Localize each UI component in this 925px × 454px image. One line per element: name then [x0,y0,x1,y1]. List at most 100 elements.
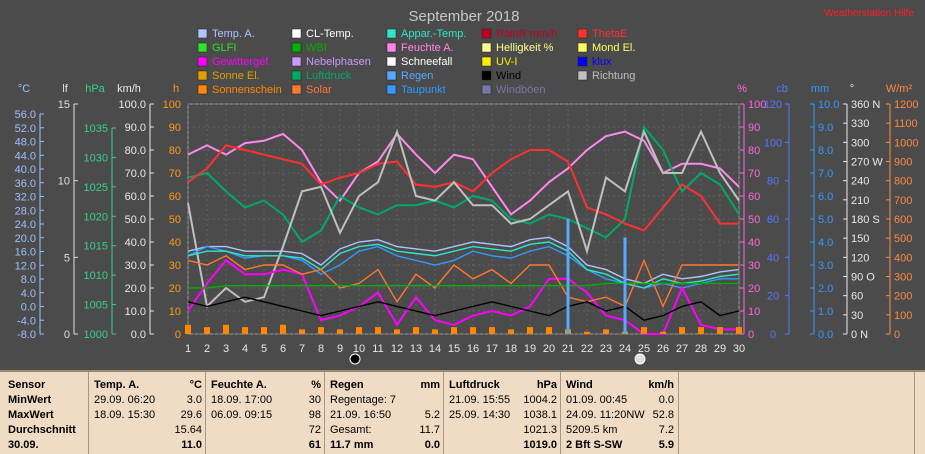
axis-tick-label-temp: -8.0 [17,329,36,341]
axis-tick-label-mm: 6.0 [818,191,833,203]
axis-tick-label-wm2: 200 [894,291,912,303]
header-label: Sensor [8,379,46,391]
axis-tick-label-pct: 10 [748,306,760,318]
axis-tick-label-mm: 4.0 [818,237,833,249]
axis-tick-label-deg: 90 O [851,272,875,284]
axis-tick-label-kmh: 0.0 [131,329,146,341]
axis-tick-label-deg: 30 [851,310,863,322]
table-cell: 5209.5 km 7.2 [566,423,674,438]
column-divider [88,372,89,454]
table-cell: 06.09. 09:15 98 [211,408,321,423]
legend-swatch [481,56,492,67]
axis-tick-label-wm2: 900 [894,157,912,169]
axis-tick-label-deg: 300 [851,137,869,149]
axis-tick-label-hpa: 1030 [84,152,108,164]
axis-tick-label-pct: 90 [748,122,760,134]
legend-label: RainR mm/h [496,28,557,40]
bar-sonnenschein [603,329,609,334]
x-tick-label: 30 [733,343,745,355]
axis-tick-label-cb: 120 [764,99,782,111]
legend: Temp. A. CL-Temp. Appar.-Temp. RainR mm/h Th… [197,28,635,96]
legend-swatch [197,56,208,67]
table-column: Feuchte A.% 18.09. 17:00 30 06.09. 09:15 98 7… [211,378,321,453]
axis-tick-label-wm2: 400 [894,252,912,264]
axis-tick-label-hpa: 1025 [84,182,108,194]
bar-sonnenschein [470,327,476,334]
axis-tick-label-temp: 12.0 [15,260,36,272]
table-cell: 30.09. [8,438,88,453]
axis-tick-label-lf: 10 [58,176,70,188]
axis-tick-label-temp: 32.0 [15,192,36,204]
series-line-6 [187,241,740,289]
legend-label: Regen [401,70,433,82]
legend-label: Appar.-Temp. [401,28,466,40]
legend-swatch [386,42,397,53]
table-cell: 1019.0 [449,438,557,453]
cell-value: 5.9 [658,439,674,451]
axis-tick-label-wm2: 700 [894,195,912,207]
notice-link[interactable]: Weatherstation Hilfe [824,8,914,19]
column-divider [914,372,915,454]
header-label: Regen [330,379,364,391]
axis-tick-label-temp: 40.0 [15,164,36,176]
column-divider [324,372,325,454]
cell-value: 7.2 [658,424,674,436]
bar-sonnenschein [299,329,305,334]
cell-value: 1021.3 [523,424,557,436]
axis-tick-label-h: 10 [169,306,181,318]
axis-tick-label-kmh: 40.0 [125,237,146,249]
axis-tick-label-pct: 30 [748,260,760,272]
table-cell: 11.0 [94,438,202,453]
column-divider [443,372,444,454]
x-axis: 1 2 3 4 5 6 7 8 9 10 11 12 13 14 15 16 17 18 19 20 21 22 23 24 2… [185,343,745,365]
axis-tick-label-hpa: 1020 [84,211,108,223]
axis-tick-label-kmh: 10.0 [125,306,146,318]
x-tick-label: 1 [185,343,191,355]
bar-sonnenschein [717,327,723,334]
x-tick-label: 10 [353,343,365,355]
header-label: Temp. A. [94,379,140,391]
legend-label: Solar [306,84,332,96]
axis-tick-label-deg: 150 [851,233,869,245]
header-label: Wind [566,379,593,391]
series-line-1 [187,124,740,244]
axis-tick-label-mm: 0.0 [818,329,833,341]
series-line-8 [187,254,739,309]
legend-swatch [197,28,208,39]
legend-label: ThetaE [592,28,627,40]
table-column: Wind km/h 01.09. 00:45 0.0 24.09. 11:20NW 52.… [566,378,674,453]
axis-unit-lf: lf [62,83,68,95]
axis-tick-label-mm: 7.0 [818,168,833,180]
series-line-0 [187,130,740,216]
axis-tick-label-deg: 330 [851,118,869,130]
axis-tick-label-pct: 50 [748,214,760,226]
axis-tick-label-temp: 44.0 [15,150,36,162]
axis-tick-label-wm2: 0 [894,329,900,341]
axis-tick-label-h: 70 [169,168,181,180]
cell-value: 52.8 [652,409,674,421]
bar-sonnenschein [356,327,362,334]
series-line-9 [188,282,739,289]
legend-swatch [386,84,397,95]
axis-tick-label-cb: 100 [764,137,782,149]
legend-label: Feuchte A. [401,42,454,54]
axis-tick-label-temp: 36.0 [15,178,36,190]
x-tick-label: 6 [280,343,286,355]
legend-swatch [481,42,492,53]
legend-swatch [577,70,588,81]
table-cell: 72 [211,423,321,438]
legend-label: Richtung [592,70,635,82]
axis-tick-label-wm2: 600 [894,214,912,226]
x-tick-label: 2 [204,343,210,355]
axis-tick-label-h: 30 [169,260,181,272]
axis-tick-label-temp: 56.0 [15,109,36,121]
legend-swatch [291,28,302,39]
cell-info: 24.09. 11:20NW [566,409,645,421]
axis-tick-label-wm2: 1100 [894,118,918,130]
table-cell: Durchschnitt [8,423,88,438]
legend-swatch [291,70,302,81]
legend-label: Windböen [496,84,546,96]
table-cell: 18.09. 17:00 30 [211,393,321,408]
cell-value: 1019.0 [523,439,557,451]
table-header: Regen mm [330,378,440,393]
